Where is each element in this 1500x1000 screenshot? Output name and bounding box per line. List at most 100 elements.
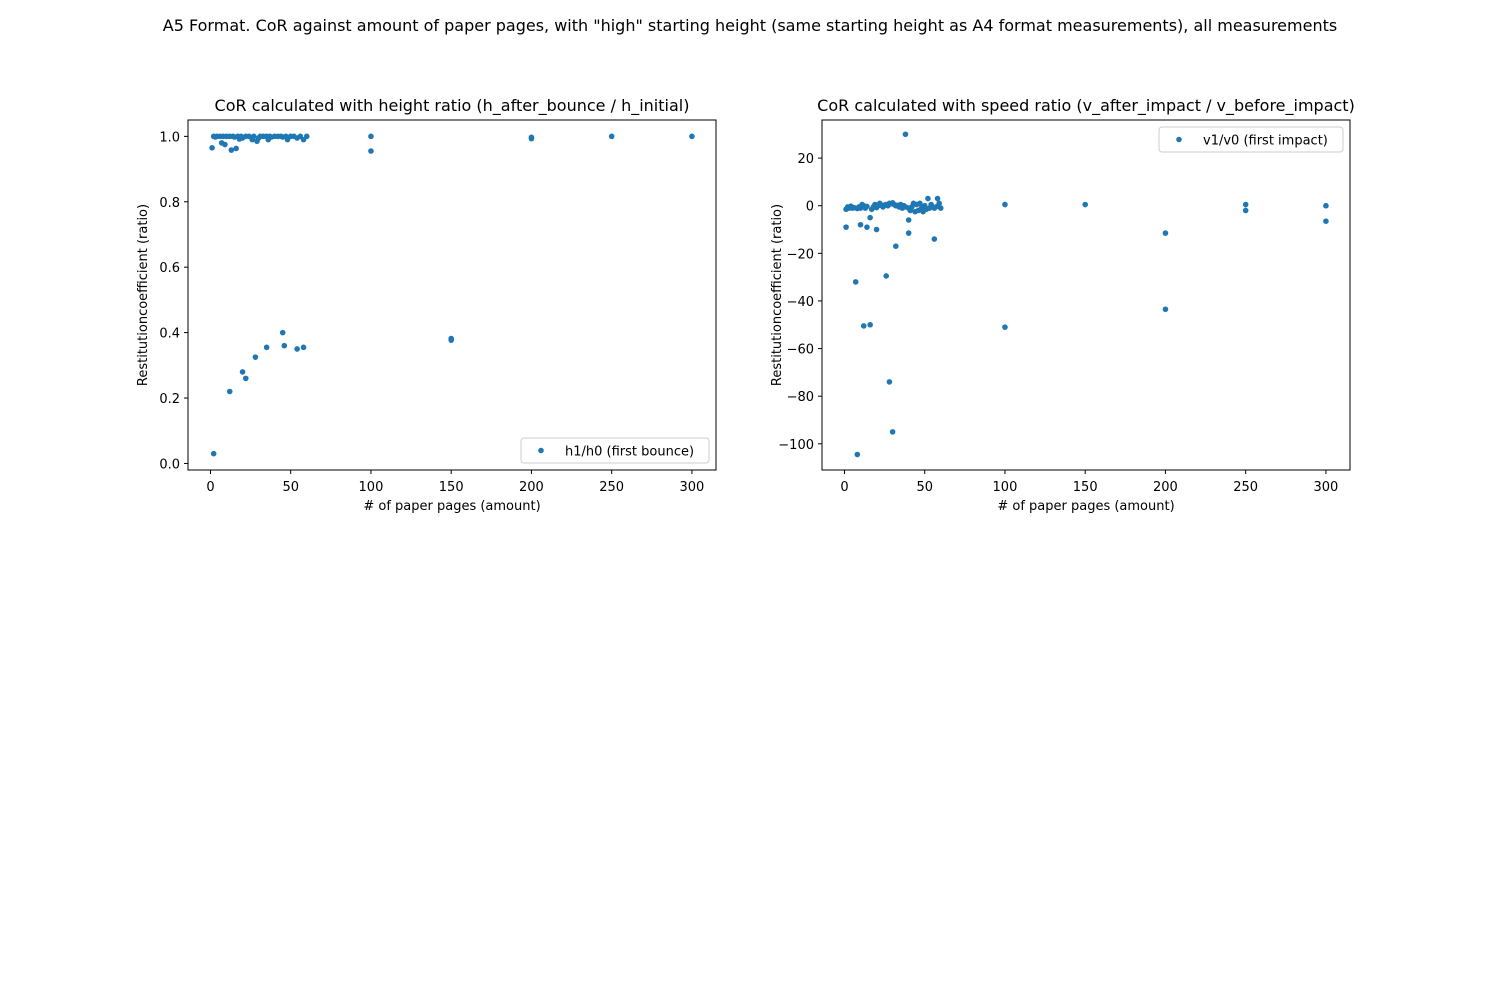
data-point <box>934 195 941 202</box>
data-point <box>867 321 873 328</box>
x-tick-label: 200 <box>519 480 544 495</box>
data-point <box>1162 230 1169 236</box>
y-tick-label: −100 <box>778 438 814 453</box>
data-point <box>931 236 938 242</box>
x-tick-label: 100 <box>359 480 384 495</box>
subplot-title: CoR calculated with height ratio (h_afte… <box>215 96 690 116</box>
data-point <box>1242 207 1249 214</box>
y-tick-label: 0 <box>806 200 814 215</box>
axes-frame <box>187 119 717 471</box>
data-point <box>279 329 286 336</box>
data-point <box>303 133 310 140</box>
data-point <box>925 195 931 202</box>
y-tick-label: 0.0 <box>159 457 180 472</box>
data-point <box>448 337 454 343</box>
data-point <box>936 200 942 207</box>
data-point <box>883 273 889 279</box>
x-tick-label: 50 <box>282 480 299 495</box>
x-tick-label: 250 <box>599 480 624 495</box>
data-point <box>864 203 870 210</box>
data-point <box>1002 324 1008 330</box>
x-tick-label: 250 <box>1233 480 1258 495</box>
data-point <box>1323 202 1329 209</box>
data-point <box>294 346 300 352</box>
data-point <box>937 205 944 211</box>
data-point <box>1082 201 1088 208</box>
data-point <box>368 148 374 154</box>
data-point <box>368 133 374 140</box>
data-point <box>210 450 217 457</box>
axes-frame <box>821 119 1351 471</box>
data-point <box>893 243 899 249</box>
data-point <box>300 344 307 351</box>
x-tick-label: 300 <box>680 480 705 495</box>
data-point <box>852 279 859 285</box>
y-tick-label: −20 <box>787 247 814 262</box>
data-point <box>689 133 695 140</box>
data-point <box>917 200 923 207</box>
data-point <box>867 214 873 221</box>
y-tick-label: −60 <box>787 343 814 358</box>
y-tick-label: 1.0 <box>159 130 180 145</box>
data-point <box>281 342 288 349</box>
x-tick-label: 100 <box>993 480 1018 495</box>
legend-box <box>520 437 710 464</box>
x-axis-label: # of paper pages (amount) <box>363 499 540 514</box>
data-point <box>242 375 249 382</box>
data-point <box>905 230 912 236</box>
data-point <box>886 379 893 385</box>
y-tick-label: 0.2 <box>159 392 180 407</box>
x-tick-label: 150 <box>439 480 464 495</box>
data-point <box>528 135 535 142</box>
data-point <box>239 369 246 375</box>
data-point <box>226 388 233 395</box>
subplot-title: CoR calculated with speed ratio (v_after… <box>817 96 1355 116</box>
data-point <box>1162 306 1169 313</box>
y-tick-label: 20 <box>797 152 814 167</box>
x-tick-label: 0 <box>206 480 214 495</box>
data-point <box>905 217 912 223</box>
height-ratio-subplot: CoR calculated with height ratio (h_afte… <box>136 96 717 514</box>
y-tick-label: −40 <box>787 295 814 310</box>
data-point <box>228 147 235 153</box>
y-tick-label: 0.8 <box>159 196 180 211</box>
data-point <box>1323 218 1329 224</box>
legend-box <box>1158 126 1344 153</box>
data-point <box>902 131 909 138</box>
y-tick-label: 0.6 <box>159 261 180 276</box>
data-point <box>209 145 215 151</box>
figure-suptitle: A5 Format. CoR against amount of paper p… <box>162 16 1338 35</box>
data-point <box>1242 201 1249 208</box>
y-axis-label: Restitutioncoefficient (ratio) <box>136 204 151 386</box>
x-tick-label: 300 <box>1314 480 1339 495</box>
data-point <box>854 451 861 458</box>
legend-marker <box>1176 136 1182 143</box>
x-tick-label: 150 <box>1073 480 1098 495</box>
data-point <box>889 429 896 435</box>
legend: h1/h0 (first bounce) <box>520 437 710 464</box>
data-point <box>857 221 864 228</box>
x-tick-label: 0 <box>840 480 848 495</box>
data-point <box>928 201 934 208</box>
legend-label: h1/h0 (first bounce) <box>565 445 694 460</box>
data-point <box>252 354 259 360</box>
data-point <box>860 323 867 329</box>
data-point <box>222 141 228 148</box>
x-axis-label: # of paper pages (amount) <box>997 499 1174 514</box>
x-tick-label: 50 <box>916 480 933 495</box>
data-point <box>843 224 849 230</box>
data-point <box>233 145 239 152</box>
data-point <box>864 224 870 230</box>
x-tick-label: 200 <box>1153 480 1178 495</box>
data-point <box>1002 201 1008 208</box>
y-tick-label: −80 <box>787 390 814 405</box>
legend-marker <box>538 447 544 454</box>
data-point <box>608 133 615 140</box>
y-axis-label: Restitutioncoefficient (ratio) <box>770 204 785 386</box>
data-point <box>873 226 880 233</box>
data-point <box>933 204 939 210</box>
y-tick-label: 0.4 <box>159 327 180 342</box>
data-point <box>250 133 257 140</box>
data-point <box>263 344 270 351</box>
